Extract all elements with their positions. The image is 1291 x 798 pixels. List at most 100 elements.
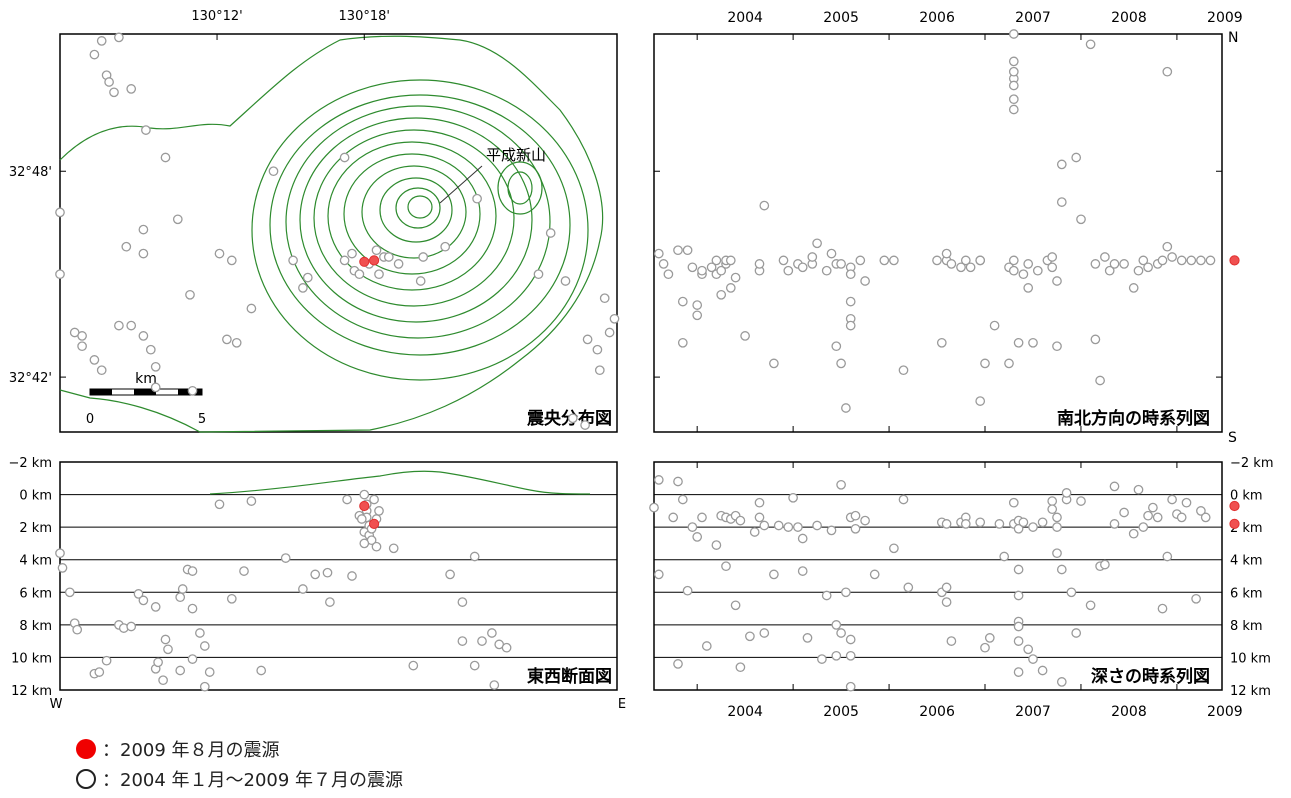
dt-depth-label-6: 10 km [1230,651,1271,666]
ew-point-older-17 [160,634,171,645]
dt-point-older-35 [812,520,822,531]
ns-point-older-3 [673,245,683,256]
map-point-older-1 [55,269,65,280]
dt-year-label-2004: 2004 [727,704,763,720]
dt-point-older-90 [1056,564,1067,575]
dt-point-older-28 [773,520,784,531]
dt-point-older-22 [749,527,760,537]
ns-point-older-10 [692,310,703,321]
dt-point-older-85 [1047,496,1058,506]
ns-point-older-97 [1119,259,1129,269]
contour-10 [395,187,441,229]
map-point-older-36 [298,283,308,293]
ns-point-older-80 [1032,265,1043,276]
ns-point-older-51 [932,255,942,266]
dt-point-older-113 [1176,512,1187,523]
dt-point-older-20 [735,662,746,673]
ew-point-older-35 [280,553,291,563]
ns-year-label-2009: 2009 [1207,10,1243,26]
dt-point-older-15 [721,561,731,572]
ns-year-label-2005: 2005 [823,10,859,26]
ew-point-older-55 [356,514,367,524]
ns-point-older-93 [1090,259,1101,269]
ew-point-older-18 [163,644,173,655]
ew-west-label: W [50,697,63,712]
map-point-older-33 [246,303,257,314]
ew-topography-profile [209,470,591,495]
ns-point-older-20 [725,283,736,293]
contour-1 [251,79,589,381]
dt-point-older-101 [1109,519,1120,529]
ns-point-older-83 [1047,252,1058,262]
dt-point-older-83 [1037,517,1048,528]
dt-point-older-67 [994,519,1005,529]
dt-point-older-76 [1013,621,1024,632]
dt-point-older-65 [980,642,990,653]
dt-point-older-52 [889,543,899,554]
map-point-older-13 [126,84,137,94]
dt-point-older-3 [668,512,679,523]
dt-point-older-89 [1052,548,1062,559]
ew-depth-label-6: 10 km [11,651,52,666]
ew-point-older-29 [199,681,210,692]
ns-point-older-69 [1008,56,1019,67]
ew-point-older-31 [226,593,237,604]
ns-point-older-86 [1056,197,1067,207]
ew-point-older-59 [408,660,419,671]
ew-point-older-13 [150,602,161,612]
dt-point-older-8 [687,522,698,532]
annotation-heisei-shinzan: 平成新山 [486,146,546,164]
ns-point-older-100 [1138,255,1149,266]
map-point-older-4 [77,341,87,352]
contour-2 [269,94,571,356]
ns-point-older-15 [716,265,727,276]
ns-point-older-54 [941,248,952,259]
ns-point-older-63 [989,320,1000,331]
ns-point-older-42 [845,320,856,331]
dt-point-older-23 [754,497,765,508]
map-point-older-39 [347,248,357,259]
ew-point-older-21 [177,584,188,594]
dt-point-older-41 [836,479,846,490]
map-point-older-55 [580,420,590,430]
ns-point-older-21 [730,272,741,283]
ns-point-older-106 [1176,255,1187,266]
ew-point-older-36 [298,584,308,594]
topography-contours [59,35,604,433]
map-point-older-50 [440,241,451,252]
panel-frames: 平成新山km05130°12'130°18'32°48'32°42'震央分布図2… [9,9,1274,720]
ns-point-older-103 [1157,255,1168,266]
map-point-older-37 [339,152,350,163]
map-point-older-49 [415,276,426,286]
dt-point-older-0 [649,502,659,513]
dt-point-older-74 [1013,590,1024,601]
ns-point-older-32 [807,252,818,262]
dt-point-older-106 [1143,510,1153,521]
ns-north-label: N [1228,30,1238,46]
dt-depth-label-5: 8 km [1230,619,1263,634]
ns-point-older-84 [1052,276,1062,286]
ns-point-older-89 [1076,214,1086,225]
ew-point-older-6 [94,667,105,677]
legend-recent-label: ：2009 年８月の震源 [102,740,280,761]
dt-point-older-70 [1008,497,1019,508]
ns-point-older-19 [725,255,736,266]
map-point-recent-1 [369,255,380,266]
ns-point-older-1 [658,259,669,269]
dt-depth-label-0: −2 km [1230,456,1274,471]
ns-point-older-79 [1023,283,1034,293]
ns-point-older-68 [1008,66,1019,77]
panel-frame-ns [653,33,1223,433]
map-point-older-53 [545,228,556,238]
dt-point-older-58 [941,582,952,593]
map-point-older-52 [533,269,544,280]
dt-point-older-46 [845,650,856,661]
dt-point-older-40 [831,650,842,661]
dt-year-label-2005: 2005 [823,704,859,720]
dt-point-older-78 [1013,667,1024,677]
dt-point-older-109 [1157,603,1168,614]
map-point-older-23 [141,125,151,135]
map-point-older-30 [226,255,237,266]
ew-depth-label-4: 6 km [19,586,52,601]
ns-point-older-28 [783,265,794,276]
